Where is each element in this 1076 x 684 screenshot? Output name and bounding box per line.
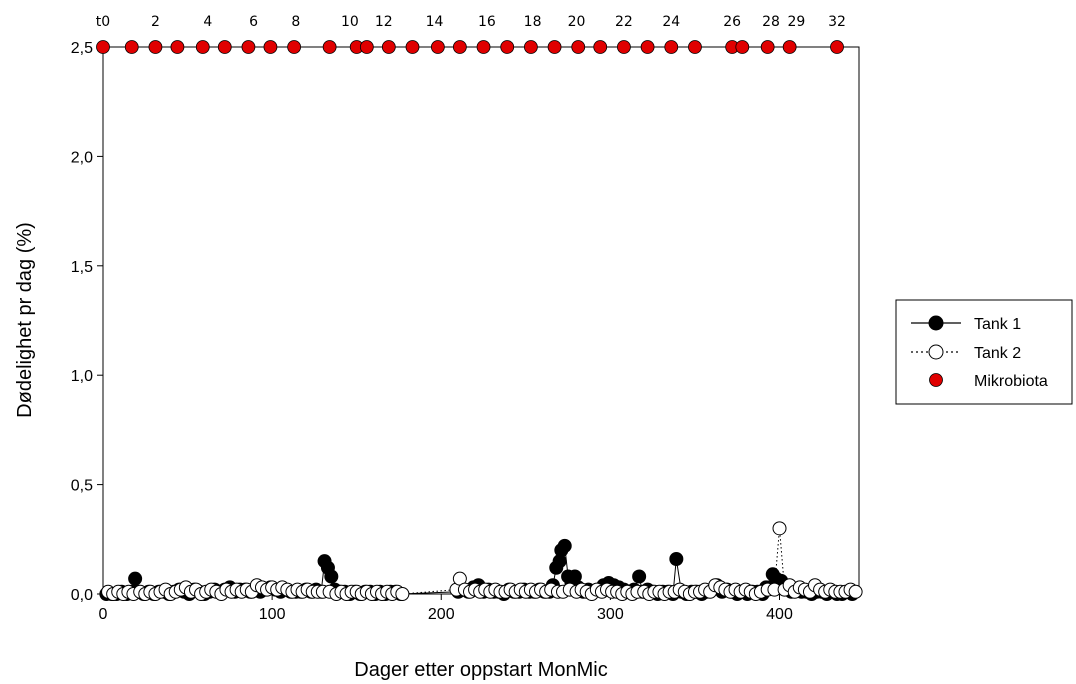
point-tank-2 — [395, 587, 410, 601]
sample-label: 10 — [341, 14, 359, 30]
y-tick-label: 0,0 — [71, 587, 93, 604]
point-mikrobiota — [617, 40, 631, 54]
legend: Tank 1 Tank 2 Mikrobiota — [895, 299, 1073, 405]
x-tick-label: 100 — [259, 606, 286, 623]
point-mikrobiota — [405, 40, 420, 54]
y-axis: 0,0 0,5 1,0 1,5 2,0 2,5 — [71, 40, 103, 604]
point-mikrobiota — [500, 40, 515, 54]
point-mikrobiota — [381, 40, 396, 54]
point-mikrobiota — [263, 40, 278, 54]
legend-entry-tank-2: Tank 2 — [911, 344, 1021, 362]
point-mikrobiota — [217, 40, 232, 54]
point-mikrobiota — [287, 40, 302, 54]
sample-label: 28 — [762, 14, 780, 30]
sample-label: 24 — [662, 14, 680, 30]
sample-label: 22 — [615, 14, 633, 30]
legend-box — [895, 299, 1073, 405]
sample-label: 2 — [151, 14, 160, 30]
sample-label: 8 — [291, 14, 300, 30]
point-mikrobiota — [523, 40, 538, 54]
x-tick-label: 400 — [766, 606, 793, 623]
y-tick-label: 2,5 — [71, 40, 93, 57]
point-mikrobiota — [476, 40, 491, 54]
point-mikrobiota — [430, 40, 445, 54]
sample-label: 26 — [723, 14, 741, 30]
point-tank-1 — [324, 569, 339, 584]
point-mikrobiota — [124, 40, 139, 54]
y-tick-label: 2,0 — [71, 149, 93, 166]
x-tick-label: 0 — [99, 606, 108, 623]
point-tank-2 — [848, 584, 863, 599]
legend-entry-tank-1: Tank 1 — [911, 315, 1021, 333]
point-mikrobiota — [735, 40, 750, 54]
legend-entry-mikrobiota: Mikrobiota — [929, 373, 1048, 390]
sample-label: t0 — [96, 14, 110, 30]
x-axis-title: Dager etter oppstart MonMic — [354, 659, 607, 681]
x-tick-label: 300 — [597, 606, 624, 623]
point-tank-1 — [669, 551, 684, 566]
y-tick-label: 1,0 — [71, 368, 93, 385]
sample-label: 18 — [524, 14, 542, 30]
point-mikrobiota — [241, 40, 256, 54]
sample-label: 12 — [375, 14, 393, 30]
point-tank-2 — [772, 521, 787, 536]
sample-label: 20 — [568, 14, 586, 30]
sample-label: 29 — [788, 14, 806, 30]
point-mikrobiota — [452, 40, 467, 54]
point-mikrobiota — [593, 40, 608, 54]
series-layer — [96, 40, 863, 601]
point-tank-1 — [557, 538, 572, 553]
sample-label: 4 — [203, 14, 212, 30]
y-tick-label: 0,5 — [71, 478, 93, 495]
plot-frame — [102, 46, 860, 595]
x-axis: 0 100 200 300 400 — [99, 594, 793, 623]
point-mikrobiota — [170, 40, 185, 54]
sample-label: 32 — [828, 14, 846, 30]
sample-label: 14 — [426, 14, 444, 30]
point-mikrobiota — [688, 40, 702, 54]
point-mikrobiota — [830, 40, 844, 54]
top-annotations: t0 2 4 6 8 10 12 14 16 18 20 22 24 26 28 29 32 — [96, 14, 846, 30]
legend-label-tank-1: Tank 1 — [974, 316, 1021, 333]
point-tank-1 — [128, 571, 143, 586]
point-tank-1 — [632, 569, 647, 584]
point-mikrobiota — [760, 40, 775, 54]
y-tick-label: 1,5 — [71, 259, 93, 276]
sample-label: 6 — [249, 14, 258, 30]
point-mikrobiota — [322, 40, 337, 54]
point-mikrobiota — [571, 40, 586, 54]
x-tick-label: 200 — [428, 606, 455, 623]
point-mikrobiota — [96, 40, 110, 54]
point-mikrobiota — [359, 40, 374, 54]
point-mikrobiota — [640, 40, 655, 54]
legend-label-mikrobiota: Mikrobiota — [974, 373, 1048, 390]
point-mikrobiota — [664, 40, 679, 54]
point-mikrobiota — [782, 40, 797, 54]
legend-label-tank-2: Tank 2 — [974, 345, 1021, 362]
point-mikrobiota — [547, 40, 562, 54]
y-axis-title: Dødelighet pr dag (%) — [14, 222, 36, 418]
point-mikrobiota — [195, 40, 210, 54]
point-mikrobiota — [148, 40, 163, 54]
sample-label: 16 — [478, 14, 496, 30]
